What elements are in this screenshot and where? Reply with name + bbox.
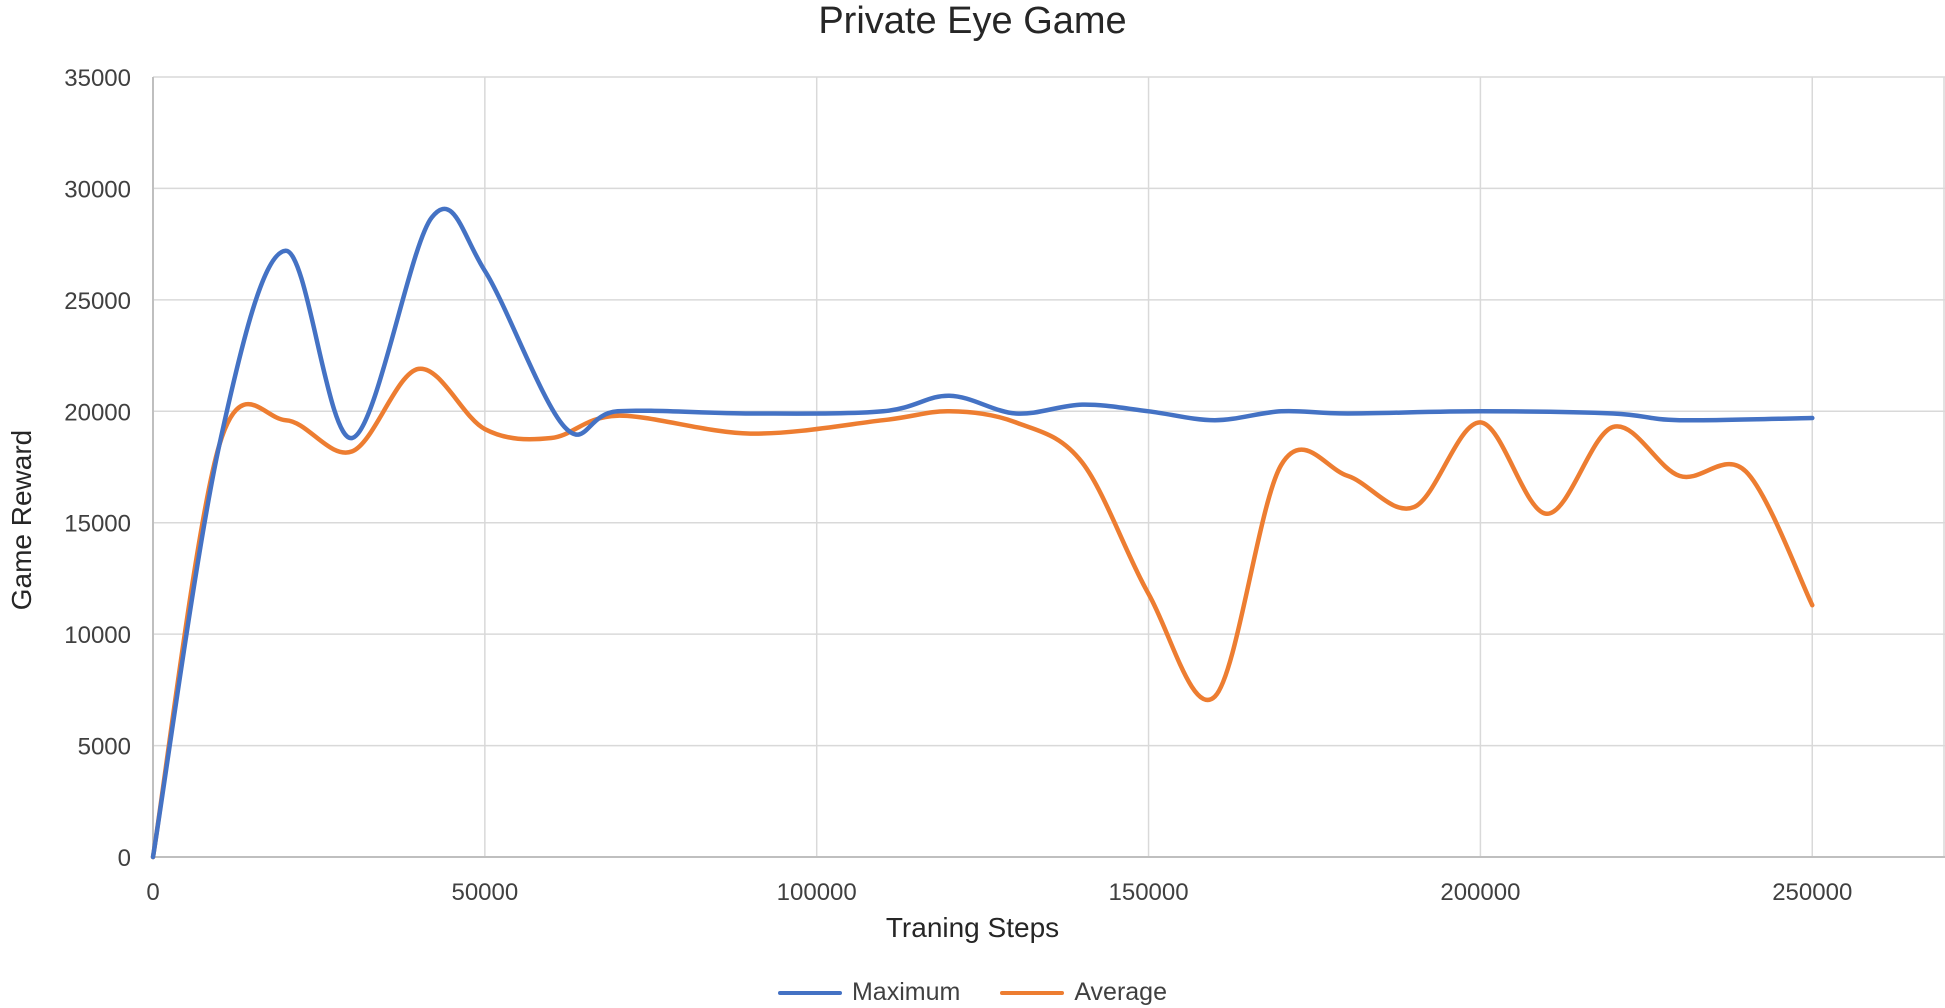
series-line-maximum [150, 206, 1815, 860]
x-axis-label: Traning Steps [885, 912, 1060, 943]
legend-item-maximum: Maximum [777, 978, 961, 1007]
legend-label-maximum: Maximum [851, 978, 961, 1006]
legend: Maximum Average [0, 978, 1945, 1007]
x-tick-label: 50000 [451, 879, 518, 906]
legend-swatch-maximum [777, 990, 842, 995]
y-axis-label: Game Reward [6, 429, 37, 611]
y-tick-label: 25000 [64, 288, 131, 315]
legend-item-average: Average [1000, 978, 1167, 1007]
chart-title: Private Eye Game [818, 0, 1127, 42]
y-tick-label: 10000 [64, 622, 131, 649]
x-tick-label: 250000 [1772, 879, 1852, 906]
x-tick-label: 100000 [777, 879, 857, 906]
y-tick-label: 5000 [78, 734, 131, 761]
series-line-average [150, 366, 1815, 860]
y-tick-label: 15000 [64, 511, 131, 538]
y-tick-label: 35000 [64, 65, 131, 92]
y-tick-label: 30000 [64, 176, 131, 203]
legend-label-average: Average [1074, 978, 1167, 1006]
x-tick-label: 0 [146, 879, 159, 906]
x-tick-label: 150000 [1109, 879, 1189, 906]
x-tick-label: 200000 [1440, 879, 1520, 906]
legend-swatch-average [1000, 990, 1065, 995]
y-tick-label: 20000 [64, 399, 131, 426]
y-tick-label: 0 [118, 845, 131, 872]
